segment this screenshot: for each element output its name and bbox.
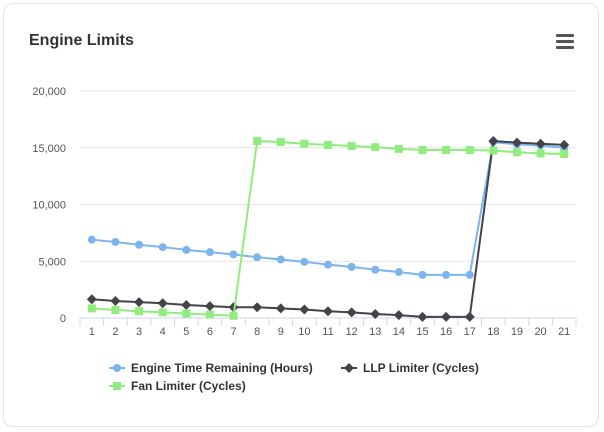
data-point-series-3 xyxy=(276,138,285,147)
series-line-2 xyxy=(91,139,565,318)
data-point-series-2 xyxy=(299,304,310,315)
data-point-series-2 xyxy=(252,302,263,313)
y-tick-label: 0 xyxy=(60,313,66,325)
x-tick-label: 3 xyxy=(136,326,142,338)
series-line-3 xyxy=(91,139,565,317)
data-point-series-2 xyxy=(559,139,570,150)
data-point-series-1 xyxy=(324,260,332,269)
y-tick-label: 10,000 xyxy=(32,200,66,212)
x-tick-label: 4 xyxy=(160,326,166,338)
x-tick-label: 19 xyxy=(511,326,523,338)
data-point-series-2 xyxy=(535,138,546,149)
legend-symbol xyxy=(113,382,121,390)
data-point-series-3 xyxy=(182,309,191,318)
y-tick-label: 5,000 xyxy=(38,256,66,268)
legend-item-label[interactable]: Engine Time Remaining (Hours) xyxy=(131,361,313,375)
chart-title: Engine Limits xyxy=(29,32,134,49)
series-line-1 xyxy=(91,140,565,276)
data-point-series-3 xyxy=(111,306,120,315)
data-point-series-1 xyxy=(276,255,285,264)
data-point-series-3 xyxy=(394,144,403,153)
data-point-series-1 xyxy=(205,248,214,257)
x-tick-label: 16 xyxy=(440,326,452,338)
data-point-series-3 xyxy=(253,136,262,145)
data-point-series-1 xyxy=(300,257,309,266)
data-point-series-3 xyxy=(465,146,474,155)
data-point-series-3 xyxy=(489,146,498,155)
x-tick-label: 8 xyxy=(254,326,260,338)
legend-symbol xyxy=(344,363,354,373)
chart-card: Engine Limits xyxy=(3,3,599,427)
data-point-series-2 xyxy=(157,298,168,309)
data-point-series-1 xyxy=(182,245,191,254)
x-tick-label: 12 xyxy=(345,326,357,338)
x-tick-label: 6 xyxy=(207,326,213,338)
y-tick-label: 15,000 xyxy=(32,143,66,155)
legend-item-label[interactable]: LLP Limiter (Cycles) xyxy=(363,361,479,375)
x-tick-label: 18 xyxy=(487,326,499,338)
data-point-series-2 xyxy=(204,301,215,312)
data-point-series-3 xyxy=(347,142,356,151)
data-point-series-2 xyxy=(110,295,121,306)
data-point-series-1 xyxy=(394,268,403,277)
data-point-series-2 xyxy=(441,311,452,322)
data-point-series-2 xyxy=(228,302,239,313)
data-point-series-2 xyxy=(511,137,522,148)
x-tick-label: 2 xyxy=(112,326,118,338)
x-tick-label: 10 xyxy=(298,326,310,338)
data-point-series-2 xyxy=(275,303,286,314)
data-point-series-1 xyxy=(347,262,356,271)
data-point-series-3 xyxy=(158,308,167,317)
data-point-series-3 xyxy=(87,304,96,313)
data-point-series-2 xyxy=(370,309,381,320)
data-point-series-2 xyxy=(488,135,499,146)
x-tick-label: 7 xyxy=(230,326,236,338)
data-point-series-2 xyxy=(134,297,145,308)
legend-symbol xyxy=(113,364,121,372)
data-point-series-3 xyxy=(205,310,214,319)
data-point-series-3 xyxy=(512,148,521,157)
x-tick-label: 15 xyxy=(416,326,428,338)
x-tick-label: 21 xyxy=(558,326,570,338)
data-point-series-1 xyxy=(229,250,238,259)
data-point-series-1 xyxy=(111,237,120,246)
data-point-series-3 xyxy=(229,311,238,320)
data-point-series-3 xyxy=(324,140,332,149)
data-point-series-3 xyxy=(536,149,545,158)
data-point-series-1 xyxy=(158,243,167,252)
x-tick-label: 5 xyxy=(183,326,189,338)
hamburger-menu-icon[interactable] xyxy=(556,34,574,50)
x-tick-label: 11 xyxy=(322,326,333,338)
data-point-series-2 xyxy=(346,307,357,318)
data-point-series-2 xyxy=(464,311,475,322)
data-point-series-3 xyxy=(371,143,380,152)
x-tick-label: 14 xyxy=(393,326,405,338)
data-point-series-2 xyxy=(181,299,192,310)
x-tick-label: 13 xyxy=(369,326,381,338)
data-point-series-1 xyxy=(135,240,144,249)
data-point-series-1 xyxy=(465,270,474,279)
data-point-series-2 xyxy=(393,310,404,321)
data-point-series-2 xyxy=(323,306,333,317)
legend-item-label[interactable]: Fan Limiter (Cycles) xyxy=(131,379,246,393)
data-point-series-3 xyxy=(300,139,309,148)
x-tick-label: 1 xyxy=(89,326,95,338)
x-tick-label: 20 xyxy=(534,326,546,338)
y-tick-label: 20,000 xyxy=(32,86,66,98)
data-point-series-1 xyxy=(442,270,451,279)
x-tick-label: 17 xyxy=(464,326,476,338)
data-point-series-1 xyxy=(87,235,96,244)
data-point-series-2 xyxy=(86,294,97,305)
data-point-series-3 xyxy=(418,146,427,155)
data-point-series-3 xyxy=(135,307,144,316)
data-point-series-3 xyxy=(442,146,451,155)
data-point-series-1 xyxy=(253,253,262,262)
x-tick-label: 9 xyxy=(278,326,284,338)
data-point-series-1 xyxy=(418,270,427,279)
data-point-series-1 xyxy=(371,265,380,274)
data-point-series-3 xyxy=(560,149,569,158)
data-point-series-2 xyxy=(417,311,428,322)
